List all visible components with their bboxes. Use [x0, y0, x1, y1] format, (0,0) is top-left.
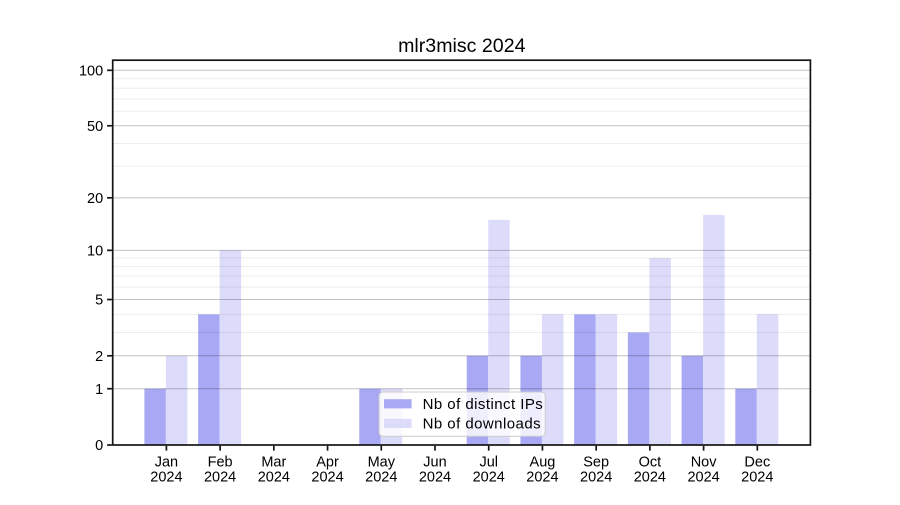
- svg-text:2024: 2024: [204, 469, 236, 485]
- svg-text:2024: 2024: [741, 469, 773, 485]
- svg-text:10: 10: [87, 243, 103, 259]
- svg-text:2024: 2024: [150, 469, 182, 485]
- svg-text:May: May: [368, 454, 396, 470]
- svg-text:Aug: Aug: [530, 454, 556, 470]
- svg-text:Apr: Apr: [316, 454, 339, 470]
- svg-text:2024: 2024: [311, 469, 343, 485]
- svg-text:Nov: Nov: [691, 454, 718, 470]
- svg-text:2024: 2024: [526, 469, 558, 485]
- svg-text:Mar: Mar: [261, 454, 286, 470]
- svg-text:Oct: Oct: [639, 454, 662, 470]
- svg-text:Jan: Jan: [155, 454, 178, 470]
- svg-text:Feb: Feb: [208, 454, 233, 470]
- svg-text:2024: 2024: [365, 469, 397, 485]
- svg-text:1: 1: [95, 382, 103, 398]
- svg-text:Nb of downloads: Nb of downloads: [423, 416, 541, 433]
- svg-text:Sep: Sep: [583, 454, 609, 470]
- svg-text:2024: 2024: [419, 469, 451, 485]
- svg-text:2024: 2024: [580, 469, 612, 485]
- svg-text:0: 0: [95, 438, 103, 454]
- svg-text:mlr3misc 2024: mlr3misc 2024: [398, 35, 526, 57]
- svg-text:Dec: Dec: [744, 454, 770, 470]
- svg-text:Jul: Jul: [479, 454, 498, 470]
- svg-text:20: 20: [87, 191, 103, 207]
- svg-text:50: 50: [87, 119, 103, 135]
- svg-text:5: 5: [95, 293, 103, 309]
- svg-text:Jun: Jun: [423, 454, 446, 470]
- svg-text:2024: 2024: [258, 469, 290, 485]
- svg-text:100: 100: [79, 63, 103, 79]
- svg-text:Nb of distinct IPs: Nb of distinct IPs: [423, 396, 544, 413]
- svg-text:2024: 2024: [473, 469, 505, 485]
- svg-text:2024: 2024: [634, 469, 666, 485]
- svg-text:2024: 2024: [687, 469, 719, 485]
- svg-text:2: 2: [95, 349, 103, 365]
